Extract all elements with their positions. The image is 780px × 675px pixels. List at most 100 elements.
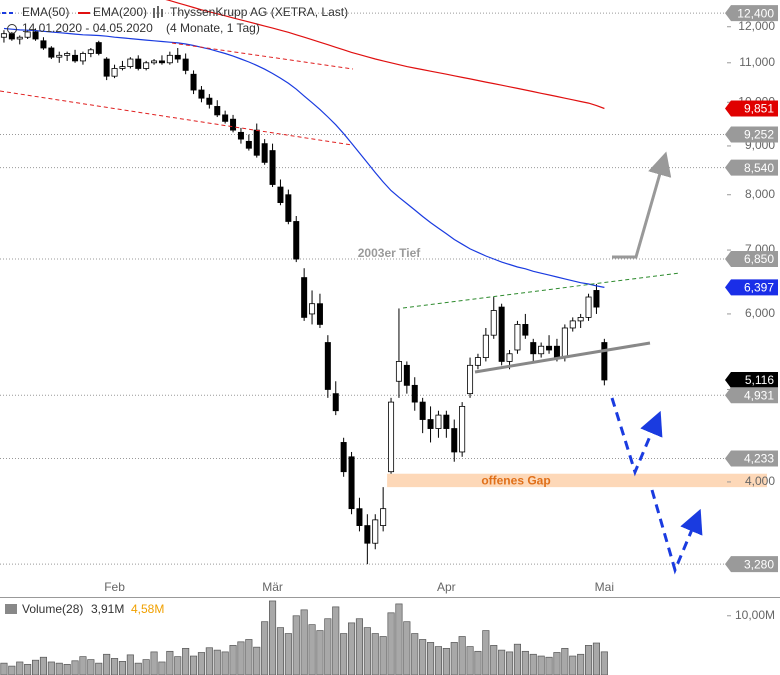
candle-body xyxy=(372,519,379,544)
level-box xyxy=(725,126,778,143)
candle-body xyxy=(498,306,505,362)
candle-body xyxy=(514,324,521,351)
volume-bar xyxy=(395,603,403,675)
candle-body xyxy=(459,405,466,453)
period: (4 Monate, 1 Tag) xyxy=(166,21,260,35)
candle-body xyxy=(577,316,584,322)
arrow xyxy=(650,489,703,575)
candle-body xyxy=(56,54,63,58)
candle-body xyxy=(16,36,23,40)
candle-body xyxy=(553,345,560,358)
volume-bar xyxy=(79,656,87,675)
volume-bar xyxy=(269,600,277,675)
volume-bar xyxy=(592,642,601,675)
candle-body xyxy=(143,62,150,69)
y-tick-label: 4,000 xyxy=(745,474,775,488)
volume-bar xyxy=(71,660,79,675)
volume-bar xyxy=(142,659,150,675)
level-label: 9,252 xyxy=(744,128,774,142)
candle-body xyxy=(72,54,79,62)
volume-bar xyxy=(292,615,300,675)
level-label: 4,233 xyxy=(744,452,774,466)
header: EMA(50) EMA(200) ThyssenKrupp AG (XETRA,… xyxy=(2,5,348,616)
volume-bar xyxy=(8,665,16,675)
arrow xyxy=(612,151,672,259)
volume-bar xyxy=(569,655,577,675)
volume-bar xyxy=(419,639,427,675)
candle-body xyxy=(419,401,426,420)
volume-bar xyxy=(308,624,316,675)
volume-bar xyxy=(332,606,340,675)
drawings xyxy=(0,42,703,575)
volume-bar xyxy=(450,642,458,675)
candle-body xyxy=(601,342,608,381)
candle-body xyxy=(561,327,568,358)
candle-body xyxy=(467,364,474,395)
candle-body xyxy=(490,310,497,336)
candle-body xyxy=(24,31,31,38)
candle-body xyxy=(593,290,600,308)
volume-bar xyxy=(513,643,522,675)
candle-body xyxy=(435,414,442,429)
candle-body xyxy=(222,114,229,122)
candle-body xyxy=(0,33,7,38)
candle-body xyxy=(182,58,189,71)
candle-body xyxy=(293,221,300,260)
candle-body xyxy=(111,68,118,77)
volume-bar xyxy=(490,645,498,675)
candle-body xyxy=(158,60,165,64)
candle-body xyxy=(64,53,71,56)
volume-bar xyxy=(174,656,182,675)
x-tick-label: Mär xyxy=(262,580,283,594)
ema-line xyxy=(3,27,605,288)
level-label: 8,540 xyxy=(744,161,774,175)
y-tick-label: 11,000 xyxy=(739,55,775,69)
volume-bar xyxy=(300,609,308,675)
volume-bar xyxy=(529,653,537,675)
volume-bar xyxy=(498,649,506,675)
candle-body xyxy=(79,53,86,62)
candle-body xyxy=(119,66,126,69)
candle-body xyxy=(546,345,553,351)
volume-icon xyxy=(5,604,17,614)
volume-bar xyxy=(355,618,364,675)
volume-average: 4,58M xyxy=(131,602,164,616)
volume-bar xyxy=(182,647,190,675)
candle-body xyxy=(309,303,316,315)
gap-band xyxy=(387,473,767,488)
trend-line xyxy=(0,90,353,146)
y-tick-label: 12,000 xyxy=(738,19,775,33)
candle-body xyxy=(411,384,418,403)
volume-bar xyxy=(134,662,142,675)
level-box xyxy=(725,251,778,268)
volume-bar xyxy=(0,662,8,675)
trend-line xyxy=(171,42,354,70)
volume-plot: 10,00M xyxy=(0,600,775,675)
level-box xyxy=(725,387,778,404)
candle-body xyxy=(356,508,363,526)
candle-body xyxy=(261,143,268,163)
volume-bar xyxy=(197,652,206,675)
candle-body xyxy=(206,97,213,105)
level-box xyxy=(725,279,778,296)
volume-bar xyxy=(166,650,174,675)
candle-body xyxy=(87,49,94,54)
volume-bar xyxy=(24,663,32,675)
candle-body xyxy=(277,186,284,203)
volume-title: Volume(28) xyxy=(22,602,83,616)
volume-bar xyxy=(55,662,63,675)
volume-bar xyxy=(205,647,213,675)
volume-bar xyxy=(245,639,253,675)
candle-body xyxy=(214,106,221,116)
candle-body xyxy=(395,361,402,382)
annotation: 2003er Tief xyxy=(358,246,421,260)
volume-last: 3,91M xyxy=(91,602,124,616)
volume-bar xyxy=(190,655,198,675)
y-tick-label: 8,000 xyxy=(745,187,775,201)
volume-bar xyxy=(340,633,348,675)
date-range: 14.01.2020 - 04.05.2020 xyxy=(22,21,153,35)
candle-body xyxy=(364,525,371,544)
candle-body xyxy=(269,150,276,185)
candle-body xyxy=(174,54,181,60)
candle-body xyxy=(95,42,102,54)
